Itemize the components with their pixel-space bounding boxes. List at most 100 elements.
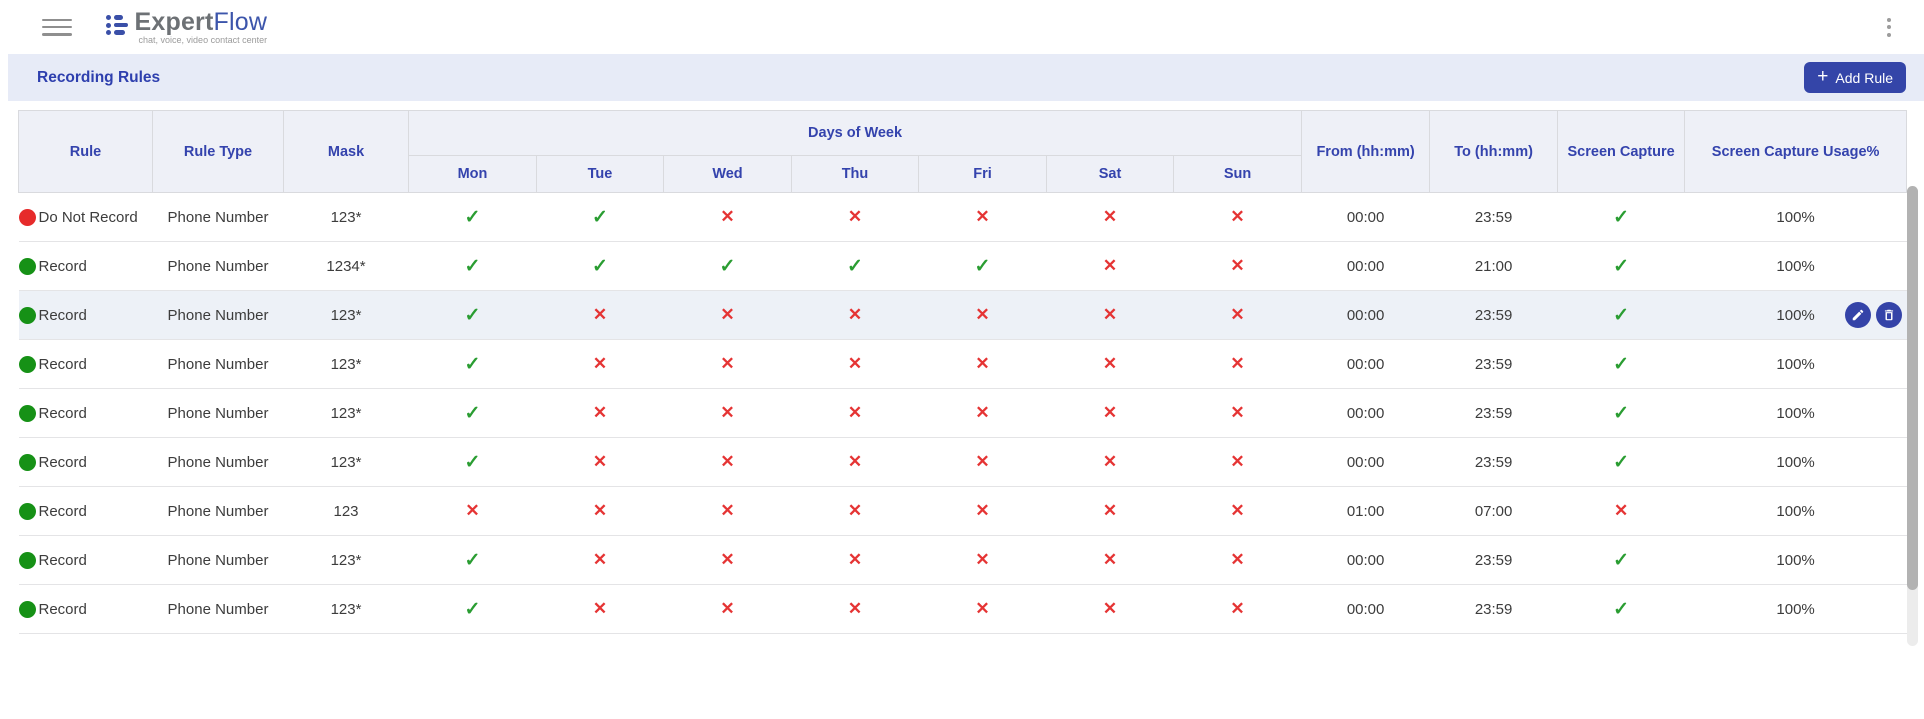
day-mark: ✕ <box>663 535 792 585</box>
cross-icon: ✕ <box>975 452 990 471</box>
day-mark: ✕ <box>791 388 919 438</box>
check-icon: ✓ <box>1613 304 1630 326</box>
screen-capture-cell: ✓ <box>1557 192 1685 242</box>
usage-cell: 100% <box>1684 437 1907 487</box>
day-mark: ✕ <box>918 192 1047 242</box>
col-header-wed: Wed <box>663 155 792 193</box>
vertical-scrollbar-thumb[interactable] <box>1907 186 1918 590</box>
table-row[interactable]: Record Phone Number 123* ✓ ✕ ✕ ✕ ✕ ✕ ✕ 0… <box>18 388 1907 438</box>
rule-cell: Record <box>18 486 153 536</box>
row-actions <box>1844 302 1902 328</box>
rule-label: Record <box>38 453 87 471</box>
table-row[interactable]: Record Phone Number 123* ✓ ✕ ✕ ✕ ✕ ✕ ✕ 0… <box>18 584 1907 634</box>
from-cell: 00:00 <box>1301 584 1430 634</box>
to-cell: 21:00 <box>1429 241 1558 291</box>
day-mark: ✕ <box>663 486 792 536</box>
to-cell: 23:59 <box>1429 339 1558 389</box>
col-header-fri: Fri <box>918 155 1047 193</box>
cross-icon: ✕ <box>720 452 735 471</box>
rule-cell: Record <box>18 388 153 438</box>
day-mark: ✕ <box>1173 388 1302 438</box>
day-mark: ✕ <box>408 486 537 536</box>
table-row[interactable]: Record Phone Number 123* ✓ ✕ ✕ ✕ ✕ ✕ ✕ 0… <box>18 290 1907 340</box>
day-mark: ✕ <box>1173 339 1302 389</box>
cross-icon: ✕ <box>1102 452 1118 471</box>
to-cell: 23:59 <box>1429 584 1558 634</box>
mask-cell: 123* <box>283 535 409 585</box>
day-mark: ✕ <box>1173 192 1302 242</box>
day-mark: ✓ <box>408 437 537 487</box>
status-dot-icon <box>18 600 36 618</box>
day-mark: ✕ <box>791 535 919 585</box>
col-header-sat: Sat <box>1046 155 1174 193</box>
day-mark: ✕ <box>536 535 664 585</box>
day-mark: ✓ <box>408 290 537 340</box>
check-icon: ✓ <box>1613 206 1630 228</box>
rule-label: Record <box>38 551 87 569</box>
day-mark: ✓ <box>663 241 792 291</box>
cross-icon: ✕ <box>847 550 863 569</box>
to-cell: 23:59 <box>1429 535 1558 585</box>
cross-icon: ✕ <box>1613 501 1629 520</box>
hamburger-menu-icon[interactable] <box>42 18 72 36</box>
cross-icon: ✕ <box>847 501 863 520</box>
cross-icon: ✕ <box>1102 305 1118 324</box>
from-cell: 00:00 <box>1301 339 1430 389</box>
cross-icon: ✕ <box>720 207 735 226</box>
check-icon: ✓ <box>1613 598 1630 620</box>
table-row[interactable]: Do Not Record Phone Number 123* ✓ ✓ ✕ ✕ … <box>18 192 1907 242</box>
day-mark: ✕ <box>663 388 792 438</box>
mask-cell: 1234* <box>283 241 409 291</box>
delete-rule-button[interactable] <box>1875 302 1902 328</box>
screen-capture-cell: ✓ <box>1557 437 1685 487</box>
day-mark: ✓ <box>918 241 1047 291</box>
cross-icon: ✕ <box>720 599 735 618</box>
day-mark: ✓ <box>408 584 537 634</box>
status-dot-icon <box>18 502 36 520</box>
day-mark: ✓ <box>536 241 664 291</box>
check-icon: ✓ <box>719 255 736 277</box>
cross-icon: ✕ <box>592 452 608 471</box>
table-row[interactable]: Record Phone Number 123* ✓ ✕ ✕ ✕ ✕ ✕ ✕ 0… <box>18 339 1907 389</box>
rule-label: Record <box>38 502 87 520</box>
more-options-icon[interactable] <box>1880 14 1898 40</box>
plus-icon: + <box>1817 66 1829 87</box>
from-cell: 00:00 <box>1301 535 1430 585</box>
day-mark: ✕ <box>1046 584 1174 634</box>
cross-icon: ✕ <box>1230 354 1245 373</box>
table-row[interactable]: Record Phone Number 123* ✓ ✕ ✕ ✕ ✕ ✕ ✕ 0… <box>18 535 1907 585</box>
day-mark: ✕ <box>791 584 919 634</box>
check-icon: ✓ <box>592 206 608 228</box>
cross-icon: ✕ <box>1230 403 1245 422</box>
brand-tagline: chat, voice, video contact center <box>138 35 268 45</box>
table-row[interactable]: Record Phone Number 123* ✓ ✕ ✕ ✕ ✕ ✕ ✕ 0… <box>18 437 1907 487</box>
day-mark: ✕ <box>663 290 792 340</box>
from-cell: 00:00 <box>1301 241 1430 291</box>
add-rule-button[interactable]: + Add Rule <box>1804 62 1906 93</box>
cross-icon: ✕ <box>1230 501 1245 520</box>
rule-label: Record <box>38 404 87 422</box>
screen-capture-cell: ✓ <box>1557 388 1685 438</box>
table-row[interactable]: Record Phone Number 1234* ✓ ✓ ✓ ✓ ✓ ✕ ✕ … <box>18 241 1907 291</box>
day-mark: ✕ <box>918 486 1047 536</box>
mask-cell: 123* <box>283 584 409 634</box>
edit-rule-button[interactable] <box>1844 302 1871 328</box>
day-mark: ✓ <box>408 535 537 585</box>
table-row[interactable]: Record Phone Number 123 ✕ ✕ ✕ ✕ ✕ ✕ ✕ 01… <box>18 486 1907 536</box>
cross-icon: ✕ <box>1102 354 1118 373</box>
mask-cell: 123* <box>283 192 409 242</box>
mask-cell: 123 <box>283 486 409 536</box>
from-cell: 00:00 <box>1301 290 1430 340</box>
cross-icon: ✕ <box>592 354 608 373</box>
day-mark: ✕ <box>1046 437 1174 487</box>
cross-icon: ✕ <box>720 501 735 520</box>
day-mark: ✕ <box>663 192 792 242</box>
check-icon: ✓ <box>464 304 481 326</box>
col-header-days-of-week: Days of Week <box>407 110 1303 156</box>
cross-icon: ✕ <box>592 403 608 422</box>
rule-type-cell: Phone Number <box>152 437 284 487</box>
col-header-mask: Mask <box>283 110 409 193</box>
add-rule-label: Add Rule <box>1835 69 1893 86</box>
delete-trash-icon <box>1884 309 1893 321</box>
rule-type-cell: Phone Number <box>152 192 284 242</box>
